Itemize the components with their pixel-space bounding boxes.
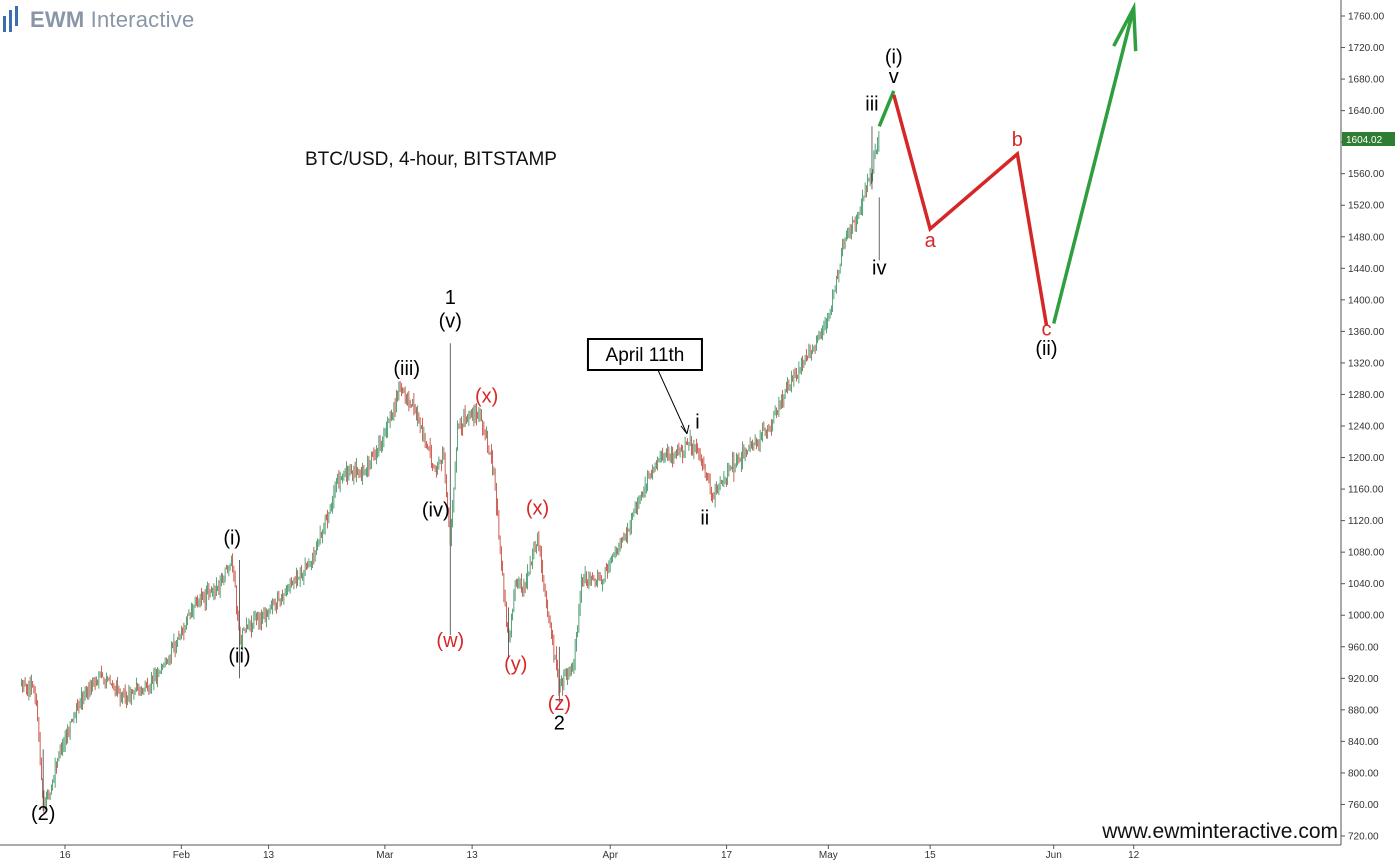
y-tick-label: 720.00 — [1348, 832, 1379, 843]
projection-corrective-path — [892, 94, 1049, 326]
y-tick-label: 1680.00 — [1348, 75, 1385, 86]
wave-label: (y) — [504, 653, 527, 675]
y-tick-label: 1160.00 — [1348, 485, 1384, 496]
x-tick-label: 12 — [1128, 850, 1140, 861]
x-tick-label: 17 — [721, 850, 733, 861]
x-tick-label: Apr — [602, 850, 618, 861]
wave-label: c — [1041, 318, 1051, 340]
callout-text: April 11th — [606, 345, 685, 366]
wave-label: (i) — [885, 46, 903, 68]
wave-label: (x) — [526, 497, 549, 519]
y-tick-label: 1760.00 — [1348, 12, 1385, 23]
brand-logo: EWM Interactive — [2, 6, 194, 34]
callout-arrow — [657, 369, 688, 435]
y-tick-label: 920.00 — [1348, 674, 1379, 685]
wave-label: (ii) — [228, 646, 250, 668]
wave-label: v — [889, 66, 899, 88]
y-tick-label: 800.00 — [1348, 768, 1379, 779]
y-tick-label: 880.00 — [1348, 705, 1379, 716]
current-price-badge — [1342, 131, 1395, 146]
wave-label: (v) — [439, 310, 462, 332]
callout-box — [586, 338, 703, 371]
wave-label: a — [925, 230, 937, 252]
y-tick-label: 1480.00 — [1348, 232, 1385, 243]
y-tick-label: 1120.00 — [1348, 516, 1384, 527]
x-tick-label: 16 — [59, 850, 71, 861]
wave-label: (i) — [223, 527, 241, 549]
wave-label: ii — [700, 508, 709, 530]
wave-label: (ii) — [1035, 338, 1057, 360]
projection-impulse-line — [1052, 7, 1136, 324]
wave-label: (z) — [548, 693, 571, 715]
y-tick-label: 1280.00 — [1348, 390, 1385, 401]
wave-label: (iii) — [393, 358, 420, 380]
y-tick-label: 1360.00 — [1348, 327, 1385, 338]
projection-arrowhead — [1112, 1, 1138, 52]
wave-label: (w) — [436, 630, 464, 652]
wave-label: (x) — [475, 385, 498, 407]
x-tick-label: May — [819, 850, 838, 861]
y-tick-label: 840.00 — [1348, 737, 1379, 748]
callout-arrowhead — [680, 424, 690, 435]
y-tick-label: 1520.00 — [1348, 201, 1385, 212]
y-tick-label: 1200.00 — [1348, 453, 1385, 464]
wave-label: i — [695, 411, 699, 433]
y-tick-label: 1400.00 — [1348, 295, 1385, 306]
wave-label: (iv) — [422, 500, 450, 522]
y-tick-label: 1320.00 — [1348, 358, 1385, 369]
x-tick-label: Mar — [376, 850, 394, 861]
wave-label: b — [1012, 129, 1023, 151]
y-tick-label: 1720.00 — [1348, 43, 1385, 54]
y-tick-label: 1080.00 — [1348, 548, 1385, 559]
x-tick-label: Feb — [173, 850, 191, 861]
logo-text: EWM Interactive — [30, 7, 195, 32]
watermark: www.ewminteractive.com — [1101, 820, 1338, 843]
x-tick-label: Jun — [1046, 850, 1062, 861]
chart-title: BTC/USD, 4-hour, BITSTAMP — [305, 149, 557, 170]
x-tick-label: 13 — [467, 850, 479, 861]
current-price-label: 1604.02 — [1346, 135, 1383, 146]
wave-label: 2 — [554, 713, 565, 735]
x-tick-label: 13 — [263, 850, 275, 861]
projection-impulse-line — [877, 90, 896, 128]
y-tick-label: 1440.00 — [1348, 264, 1385, 275]
y-tick-label: 1640.00 — [1348, 106, 1385, 117]
y-tick-label: 1240.00 — [1348, 422, 1385, 433]
wave-label: 1 — [445, 287, 456, 309]
y-tick-label: 1000.00 — [1348, 611, 1385, 622]
y-tick-label: 1040.00 — [1348, 579, 1385, 590]
wave-label: iii — [865, 94, 878, 116]
logo-bars-icon — [3, 6, 18, 32]
wave-label: iv — [872, 258, 886, 280]
y-tick-label: 960.00 — [1348, 642, 1379, 653]
y-tick-label: 1560.00 — [1348, 169, 1385, 180]
x-tick-label: 15 — [925, 850, 937, 861]
y-tick-label: 760.00 — [1348, 800, 1379, 811]
wave-label: (2) — [31, 803, 55, 825]
